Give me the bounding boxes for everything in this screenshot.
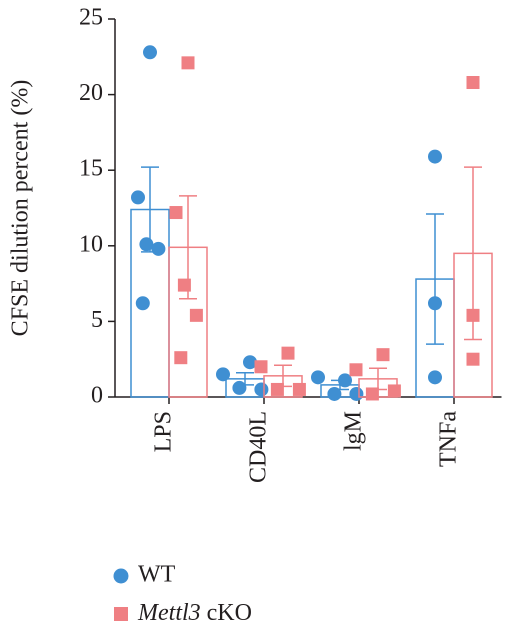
data-point — [131, 190, 145, 205]
legend-label-rest: cKO — [201, 600, 252, 626]
y-tick-label: 10 — [79, 231, 103, 257]
legend-label: Mettl3 cKO — [137, 600, 252, 626]
data-point — [311, 370, 325, 385]
data-point — [376, 348, 390, 362]
data-point — [281, 346, 295, 360]
data-point — [292, 382, 306, 396]
data-point — [466, 352, 480, 366]
data-point — [428, 370, 442, 385]
data-point — [254, 360, 268, 374]
data-point — [177, 278, 191, 292]
legend-marker — [113, 568, 129, 584]
data-point — [139, 237, 154, 252]
data-point — [151, 241, 166, 256]
legend-label: WT — [138, 562, 176, 588]
y-tick-label: 20 — [79, 80, 103, 106]
x-tick-label: CD40L — [246, 411, 272, 483]
data-point — [466, 76, 480, 90]
y-axis-title: CFSE dilution percent (%) — [8, 80, 34, 337]
data-point — [349, 386, 364, 401]
y-tick-label: 0 — [91, 383, 103, 409]
y-tick-label: 5 — [91, 307, 103, 333]
data-point — [349, 363, 363, 377]
data-point — [387, 384, 401, 398]
legend-label-italic: Mettl3 — [137, 600, 201, 626]
data-point — [428, 296, 442, 311]
data-point — [169, 206, 183, 220]
data-point — [327, 386, 342, 401]
x-tick-label: LPS — [151, 411, 177, 452]
data-point — [466, 308, 480, 322]
y-tick-label: 25 — [79, 5, 103, 31]
data-point — [181, 56, 195, 70]
data-point — [174, 351, 188, 365]
data-point — [135, 296, 150, 311]
data-point — [232, 380, 247, 395]
x-tick-label: lgM — [341, 411, 367, 451]
data-point — [216, 367, 230, 382]
data-point — [365, 387, 379, 401]
data-point — [189, 308, 203, 322]
legend-marker — [114, 607, 128, 621]
x-tick-label: TNFa — [436, 411, 462, 467]
data-point — [243, 355, 257, 370]
data-point — [338, 373, 352, 388]
data-point — [428, 149, 442, 164]
data-point — [143, 45, 157, 60]
y-tick-label: 15 — [79, 156, 103, 182]
data-point — [254, 382, 269, 397]
data-point — [270, 382, 284, 396]
